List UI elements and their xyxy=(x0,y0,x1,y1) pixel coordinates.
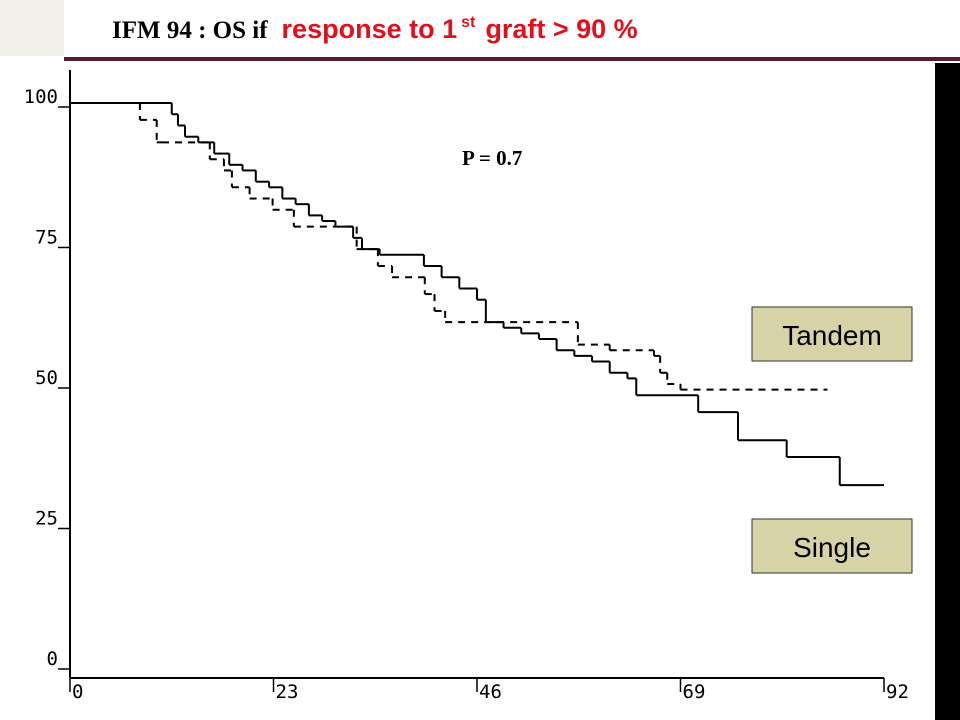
y-tick-label: 75 xyxy=(35,227,58,249)
p-value: P = 0.7 xyxy=(462,146,522,170)
y-tick-label: 50 xyxy=(35,367,58,389)
y-tick-label: 100 xyxy=(24,86,58,108)
side-bar xyxy=(935,63,960,720)
y-tick-label: 0 xyxy=(47,648,58,670)
x-tick-label: 92 xyxy=(886,681,909,703)
corner-decoration xyxy=(0,0,64,56)
title-part: st xyxy=(461,14,476,31)
legend-label: Tandem xyxy=(782,320,882,351)
x-tick-label: 23 xyxy=(276,681,299,703)
title-part: response to 1 xyxy=(282,14,458,44)
x-tick-label: 46 xyxy=(479,681,502,703)
x-tick-label: 69 xyxy=(683,681,706,703)
legend-box xyxy=(751,518,913,574)
legend-box xyxy=(751,306,913,362)
legend-label: Single xyxy=(793,532,871,563)
y-tick-label: 25 xyxy=(35,508,58,530)
title-part: IFM 94 : OS if xyxy=(112,17,268,44)
chart-title: IFM 94 : OS if response to 1 st graft > … xyxy=(112,14,638,44)
x-tick-label: 0 xyxy=(72,681,83,703)
title-part: graft > 90 % xyxy=(485,14,637,44)
